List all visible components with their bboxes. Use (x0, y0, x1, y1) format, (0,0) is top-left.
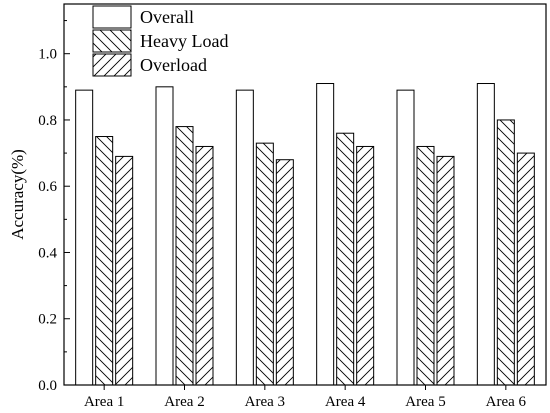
bar-overload-area-5 (436, 155, 455, 386)
bar-overall-area-2 (155, 86, 174, 386)
y-tick-label: 0.8 (38, 113, 57, 129)
legend-swatch-overall (92, 5, 132, 29)
x-tick-label: Area 1 (84, 394, 124, 410)
bar-heavy-load-area-3 (255, 142, 274, 386)
legend-label-overload: Overload (140, 55, 207, 75)
bar-overall-area-4 (316, 83, 335, 386)
bar-heavy-load-area-2 (175, 126, 194, 386)
bar-overall-area-1 (75, 89, 94, 386)
bar-overload-area-2 (195, 145, 214, 386)
legend-swatch-overload (92, 53, 132, 77)
plot-frame (63, 3, 547, 386)
legend-label-overall: Overall (140, 7, 194, 27)
bar-overload-area-1 (115, 155, 134, 386)
axes-layer: Area 1 Area 2 Area 3 Area 4 Area 5 Area 6 0.0 0… (8, 3, 547, 410)
bar-overload-area-3 (275, 159, 294, 386)
bar-heavy-load-area-4 (336, 132, 355, 386)
x-tick-label: Area 6 (486, 394, 527, 410)
bar-heavy-load-area-5 (416, 145, 435, 386)
bar-overload-area-4 (356, 145, 375, 386)
bars-layer (75, 83, 535, 386)
x-tick-label: Area 3 (245, 394, 285, 410)
bar-overload-area-6 (516, 152, 535, 386)
bar-overall-area-6 (476, 83, 495, 386)
y-axis-label: Accuracy(%) (8, 149, 27, 240)
legend: Overall Heavy Load Overload (92, 5, 228, 77)
y-tick-label: 0.0 (38, 378, 57, 394)
y-tick-label: 0.4 (38, 245, 57, 261)
legend-label-heavy-load: Heavy Load (140, 31, 228, 51)
x-tick-label: Area 2 (164, 394, 204, 410)
bar-overall-area-5 (396, 89, 415, 386)
x-tick-label: Area 4 (325, 394, 366, 410)
bar-overall-area-3 (235, 89, 254, 386)
bar-heavy-load-area-6 (496, 119, 515, 386)
y-tick-label: 1.0 (38, 47, 57, 63)
bar-heavy-load-area-1 (95, 136, 114, 386)
y-tick-label: 0.6 (38, 179, 57, 195)
legend-swatch-heavy-load (92, 29, 132, 53)
y-tick-label: 0.2 (38, 312, 57, 328)
x-tick-label: Area 5 (405, 394, 445, 410)
